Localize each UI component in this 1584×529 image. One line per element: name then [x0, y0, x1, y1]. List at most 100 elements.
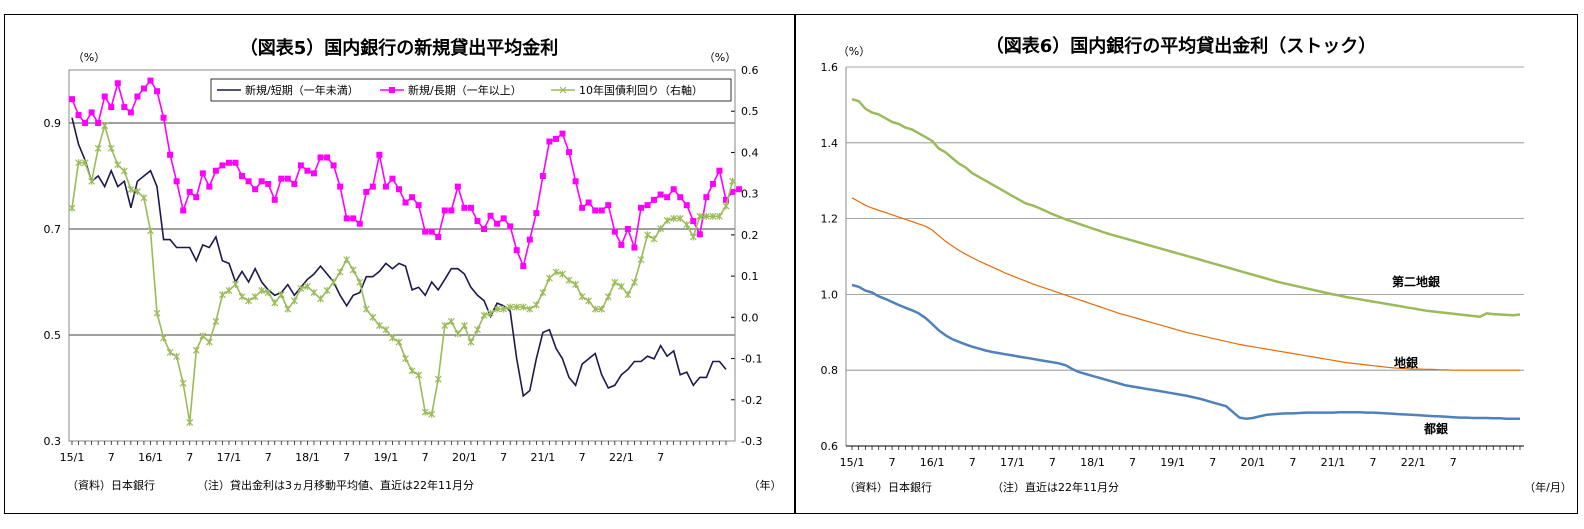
chart-5-point	[422, 228, 429, 235]
chart-5-point	[193, 194, 200, 201]
chart-5-point	[94, 144, 102, 152]
chart-5-point	[716, 167, 723, 174]
chart-5-point	[369, 313, 377, 321]
chart-5-left-tick-label: 0.5	[44, 329, 62, 342]
chart-5-point	[513, 247, 520, 254]
chart-5-point	[657, 191, 664, 198]
chart-5-point	[225, 159, 232, 166]
chart-6-x-unit: （年/月）	[1524, 480, 1572, 494]
chart-6-series-label: 都銀	[1423, 421, 1448, 436]
chart-6-note: （注）直近は22年11月分	[992, 480, 1119, 494]
chart-6-x-tick-label: 22/1	[1401, 456, 1426, 469]
chart-5-right-tick-label: 0.5	[741, 105, 759, 118]
chart-6-x-tick-label: 17/1	[1000, 456, 1025, 469]
chart-5-x-tick-label: 19/1	[374, 451, 399, 464]
chart-5-x-tick-label: 7	[108, 451, 115, 464]
chart-5-point	[88, 177, 96, 185]
chart-5-point	[265, 180, 272, 187]
chart-5-point	[467, 204, 474, 211]
chart-5-legend-box	[210, 78, 732, 102]
chart-5-point	[637, 204, 644, 211]
chart-5-point	[382, 183, 389, 190]
chart-5-point	[68, 204, 76, 212]
chart-5-point	[121, 104, 128, 111]
chart-5-source: （資料）日本銀行	[67, 478, 155, 492]
chart-5-x-tick-label: 20/1	[452, 451, 477, 464]
chart-5-point	[396, 186, 402, 193]
chart-5-point	[624, 291, 632, 299]
chart-5-point	[245, 178, 252, 185]
chart-5-point	[650, 235, 658, 243]
chart-5-note: （注）貸出金利は3ヵ月移動平均値、直近は22年11月分	[197, 478, 474, 492]
chart-5-point	[114, 80, 121, 87]
chart-5-point	[376, 151, 383, 158]
chart-5-point	[572, 280, 580, 288]
chart-5-point	[297, 162, 304, 169]
chart-5-point	[212, 167, 219, 174]
chart-5-point	[343, 256, 351, 264]
chart-5-x-tick-label: 7	[579, 451, 586, 464]
chart-5-point	[310, 170, 317, 177]
chart-5-right-tick-label: 0.1	[741, 270, 759, 283]
chart-6-svg: （図表6）国内銀行の平均貸出金利（ストック） （%） 0.6 0.8 1.0 1.2 1.4…	[821, 35, 1572, 494]
chart-5-point	[611, 228, 618, 235]
chart-5-point	[382, 326, 390, 334]
chart-5-point	[729, 188, 736, 195]
chart-5-point	[153, 309, 161, 317]
chart-5-point	[624, 226, 631, 232]
chart-5-point	[409, 194, 416, 201]
chart-5-x-tick-label: 18/1	[295, 451, 320, 464]
chart-5-right-tick-label: 0.6	[741, 64, 759, 77]
chart-5-point	[186, 418, 194, 426]
chart-5-point	[461, 204, 468, 211]
chart-5-point	[356, 220, 363, 227]
chart-5-point	[277, 291, 285, 299]
chart-5-point	[114, 161, 122, 169]
chart-5-series-line	[71, 122, 734, 423]
chart-5-left-unit: （%）	[73, 51, 105, 64]
chart-5-point	[480, 311, 488, 319]
chart-6-x-tick-label: 7	[1370, 456, 1377, 469]
chart-6-x-tick-label: 21/1	[1321, 456, 1346, 469]
chart-5-point	[565, 276, 573, 284]
chart-5-point	[154, 88, 161, 95]
chart-5-point	[434, 375, 442, 383]
chart-5-point	[716, 212, 723, 220]
chart-5-right-tick-label: -0.3	[741, 435, 762, 448]
chart-5-point	[532, 301, 540, 309]
chart-5-point	[448, 207, 455, 214]
chart-5-point	[356, 278, 364, 286]
chart-6-left-unit: （%）	[838, 45, 870, 58]
chart-5-point	[389, 175, 396, 182]
chart-5-point	[709, 212, 717, 220]
chart-5-point	[474, 218, 481, 225]
chart-5-point	[278, 175, 285, 182]
chart-5-point	[579, 204, 586, 211]
chart-5-point	[670, 186, 677, 193]
chart-5-right-unit: （%）	[704, 51, 736, 64]
chart-5-x-tick-label: 15/1	[60, 451, 85, 464]
chart-5-point	[722, 202, 730, 210]
chart-5-point	[676, 214, 684, 222]
chart-5-point	[304, 282, 311, 290]
chart-5-point	[591, 305, 599, 313]
chart-5-left-tick-label: 0.7	[44, 223, 62, 236]
chart-5-point	[245, 297, 253, 305]
chart-5-right-tick-label: -0.2	[741, 394, 762, 407]
chart-5-point	[310, 289, 318, 297]
chart-5-point	[95, 120, 102, 126]
chart-5-point	[75, 159, 82, 167]
chart-5-point	[611, 278, 619, 286]
chart-5-left-tick-label: 0.9	[44, 117, 62, 130]
chart-5-point	[454, 330, 462, 338]
chart-5-point	[173, 352, 181, 360]
chart-5-point	[284, 175, 291, 182]
chart-5-point	[546, 138, 553, 145]
chart-6-title: （図表6）国内銀行の平均貸出金利（ストック）	[986, 35, 1377, 57]
chart-5-point	[258, 178, 265, 185]
chart-5-x-tick-label: 17/1	[217, 451, 242, 464]
chart-5-right-tick-label: 0.2	[741, 229, 759, 242]
chart-6-left-tick-label: 1.4	[821, 137, 839, 150]
chart-5-point	[526, 305, 534, 313]
chart-5-legend-label: 新規/短期（一年未満）	[245, 83, 359, 97]
